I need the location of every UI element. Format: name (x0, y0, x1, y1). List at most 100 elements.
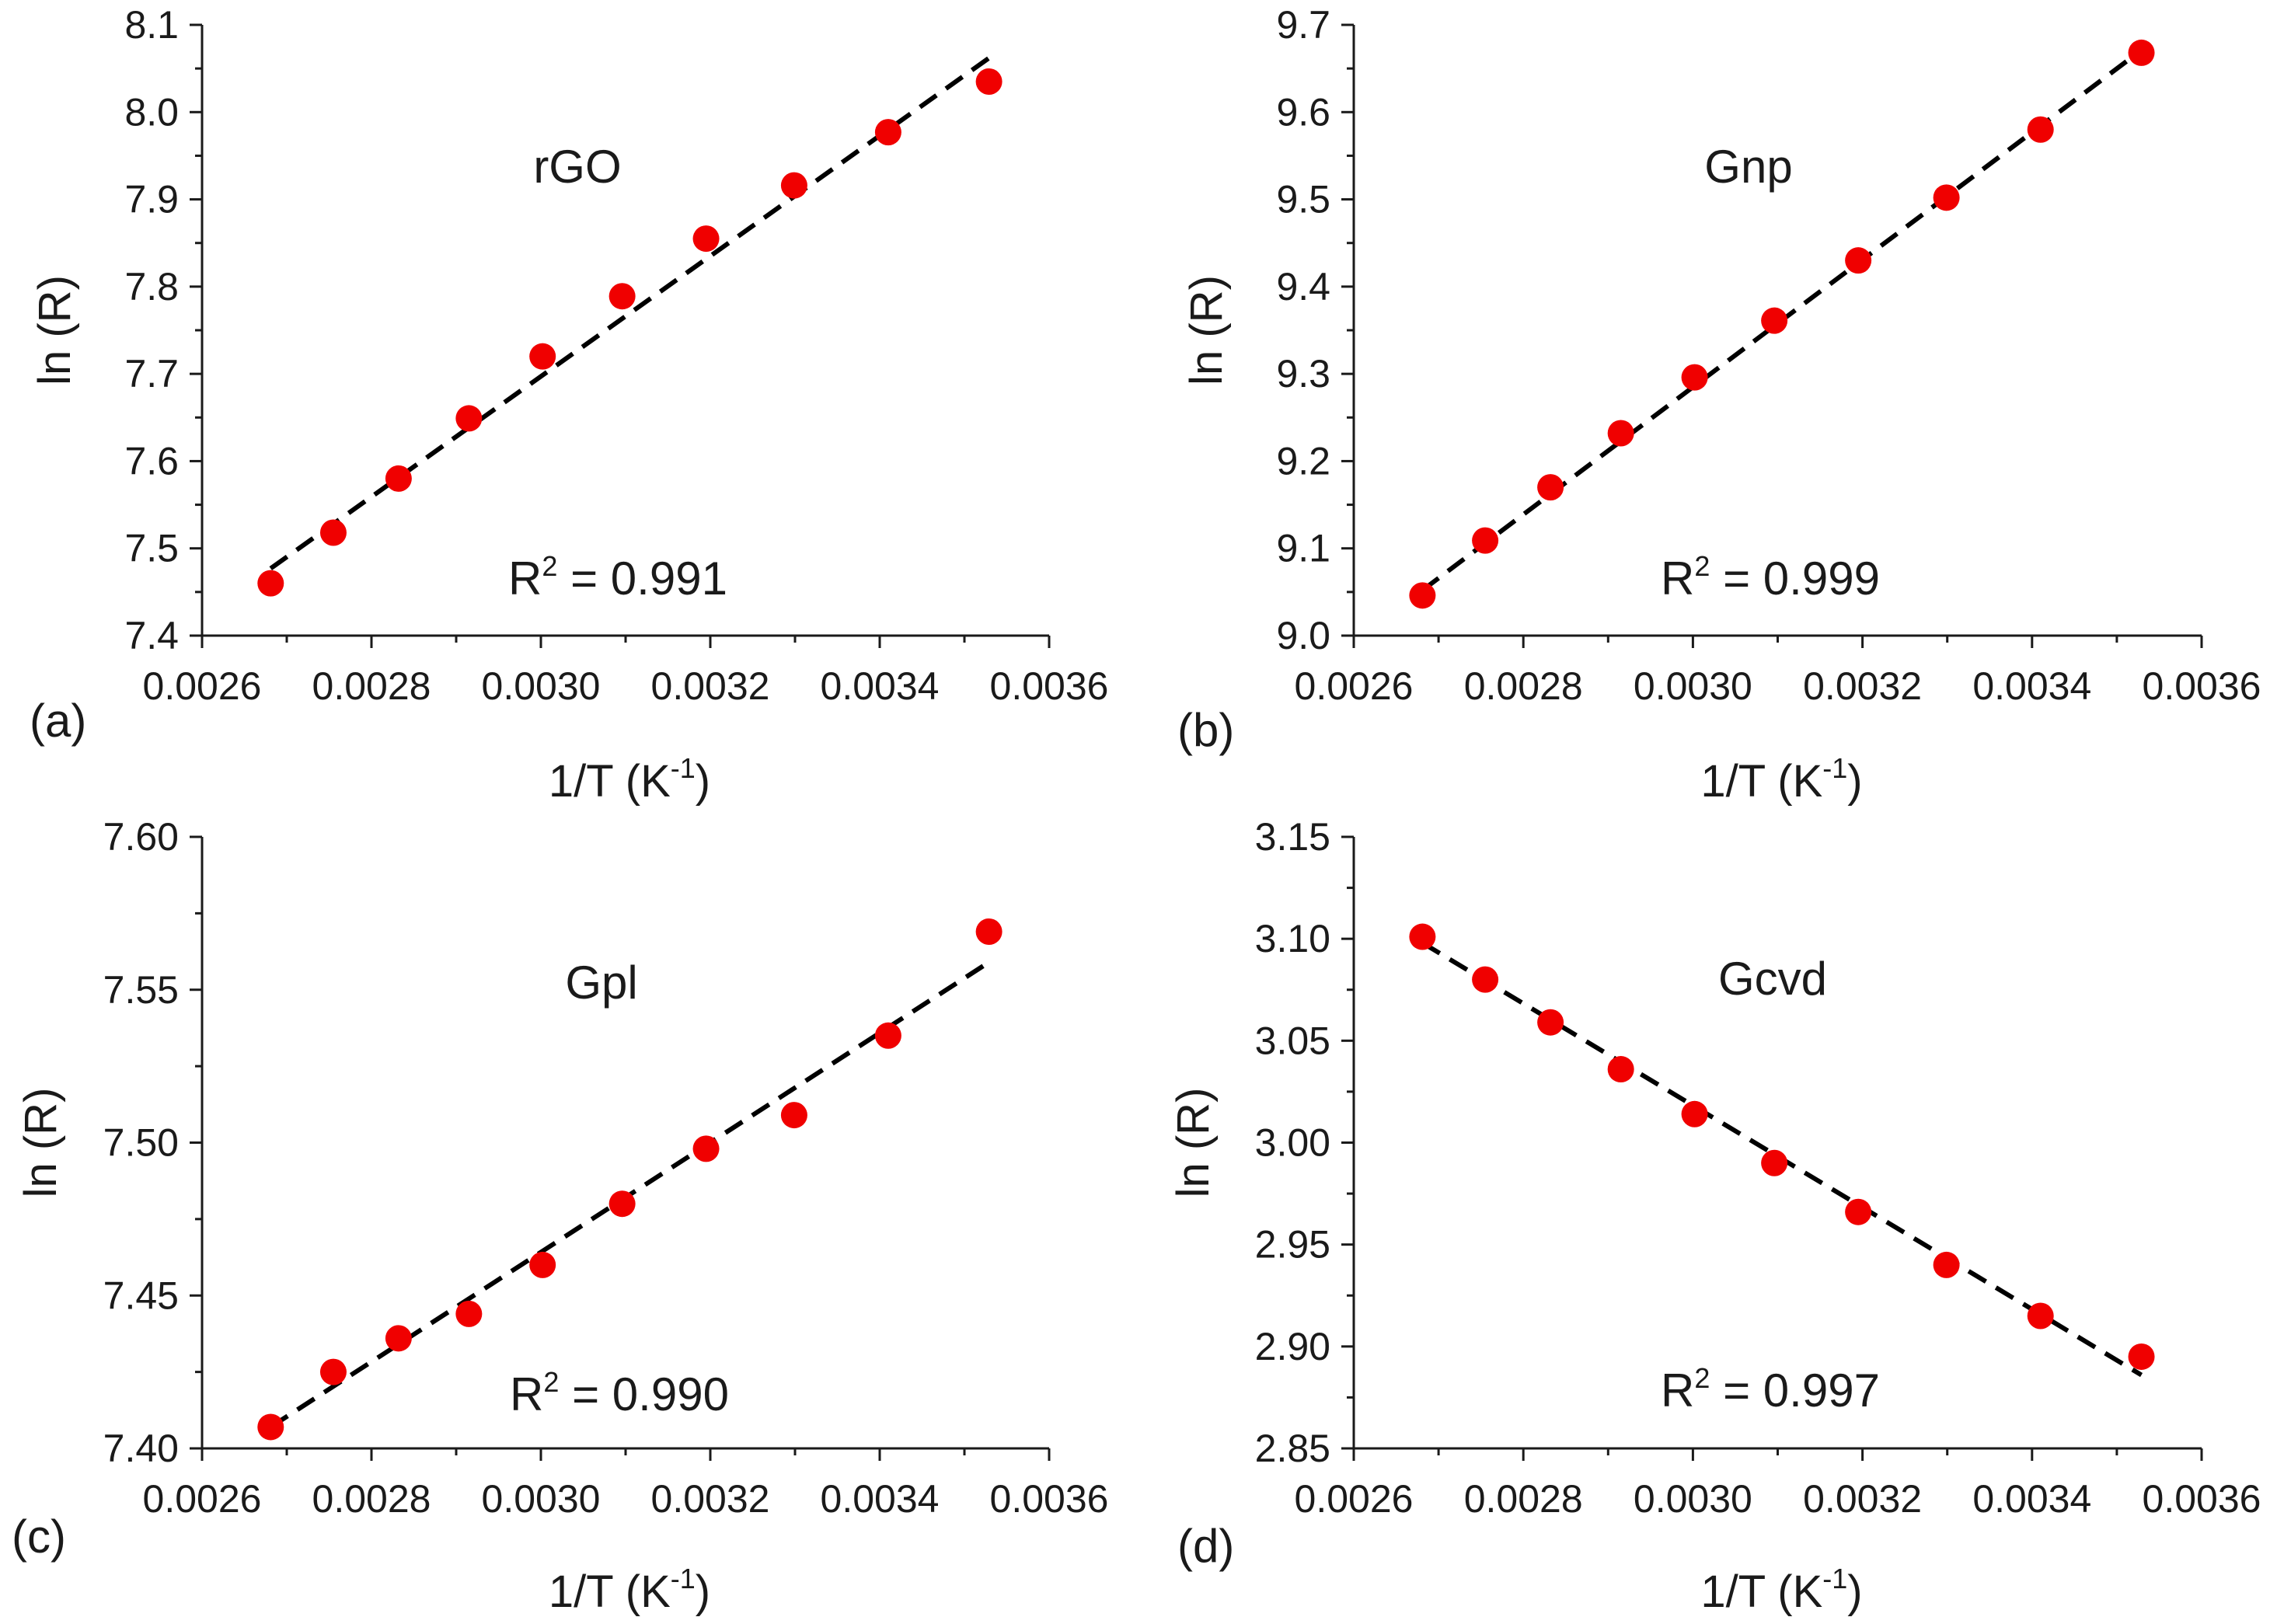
data-point (975, 918, 1003, 945)
data-point (874, 119, 901, 146)
x-tick-label: 0.0036 (990, 1477, 1109, 1521)
y-axis-title: ln (R) (30, 275, 80, 385)
x-tick-label: 0.0030 (482, 664, 601, 708)
data-point (2128, 1343, 2155, 1370)
data-point (1845, 247, 1872, 274)
data-point (257, 1413, 284, 1441)
y-tick-label: 9.3 (1276, 352, 1330, 396)
x-tick-label: 0.0036 (2143, 1477, 2261, 1521)
x-tick-label: 0.0026 (143, 1477, 262, 1521)
x-tick-label: 0.0034 (821, 1477, 940, 1521)
y-tick-label: 7.60 (103, 815, 179, 859)
data-point (455, 1300, 483, 1327)
data-point (1845, 1198, 1872, 1225)
y-tick-label: 7.40 (103, 1427, 179, 1470)
data-point (1409, 923, 1436, 950)
x-axis-title: 1/T (K-1) (1700, 752, 1862, 807)
data-point (1607, 420, 1634, 447)
data-point (1933, 1251, 1960, 1278)
x-tick-label: 0.0028 (312, 664, 431, 708)
sample-label: Gnp (1704, 141, 1792, 193)
data-point (529, 343, 556, 370)
x-tick-label: 0.0036 (2143, 664, 2261, 708)
y-axis-title: ln (R) (1168, 1088, 1219, 1198)
y-tick-label: 3.15 (1255, 815, 1330, 859)
x-tick-label: 0.0026 (1295, 1477, 1414, 1521)
panel-b: 0.0026 0.0028 0.0030 0.0032 0.0034 0.0036 9.0 9… (1177, 3, 2261, 807)
data-point (1761, 1149, 1788, 1176)
x-tick-label: 0.0030 (1634, 1477, 1752, 1521)
data-point (2027, 1302, 2054, 1330)
x-tick-label: 0.0034 (821, 664, 940, 708)
data-point (1472, 966, 1499, 993)
y-tick-label: 2.95 (1255, 1223, 1330, 1267)
data-point (1537, 474, 1564, 501)
x-tick-label: 0.0028 (312, 1477, 431, 1521)
data-point (1472, 527, 1499, 554)
y-tick-label: 3.00 (1255, 1121, 1330, 1165)
data-point (2128, 39, 2155, 66)
data-point (780, 172, 807, 199)
y-tick-label: 7.45 (103, 1274, 179, 1317)
panel-label: (c) (12, 1511, 66, 1563)
y-tick-label: 7.6 (124, 439, 179, 483)
y-tick-label: 9.0 (1276, 614, 1330, 657)
data-point (1409, 582, 1436, 609)
r-squared-label: R2 = 0.997 (1661, 1362, 1880, 1417)
y-tick-label: 3.05 (1255, 1019, 1330, 1062)
x-tick-label: 0.0032 (1803, 664, 1922, 708)
y-tick-label: 9.4 (1276, 265, 1330, 308)
panel-label: (d) (1177, 1520, 1234, 1572)
data-point (608, 1190, 636, 1218)
y-tick-label: 7.50 (103, 1121, 179, 1165)
y-tick-label: 9.1 (1276, 527, 1330, 570)
x-tick-label: 0.0032 (651, 664, 770, 708)
r-squared-label: R2 = 0.991 (508, 550, 727, 605)
y-tick-label: 2.90 (1255, 1325, 1330, 1368)
data-point (385, 1325, 412, 1352)
data-point (975, 68, 1003, 95)
panel-c: 0.0026 0.0028 0.0030 0.0032 0.0034 0.0036 7.40… (12, 815, 1108, 1617)
x-tick-label: 0.0026 (1295, 664, 1414, 708)
y-tick-label: 7.9 (124, 178, 179, 221)
y-tick-label: 8.0 (124, 90, 179, 134)
x-tick-label: 0.0032 (1803, 1477, 1922, 1521)
panel-label: (a) (30, 695, 86, 747)
sample-label: rGO (533, 141, 621, 193)
data-point (608, 283, 636, 310)
y-tick-label: 7.55 (103, 968, 179, 1012)
x-tick-label: 0.0034 (1972, 1477, 2091, 1521)
data-point (319, 519, 347, 546)
y-tick-label: 3.10 (1255, 917, 1330, 960)
y-axis-title: ln (R) (1181, 275, 1232, 385)
x-tick-label: 0.0032 (651, 1477, 770, 1521)
y-tick-label: 7.5 (124, 527, 179, 570)
y-tick-label: 7.7 (124, 352, 179, 396)
x-tick-label: 0.0028 (1464, 664, 1583, 708)
panel-a: 0.0026 0.0028 0.0030 0.0032 0.0034 0.0036 7.4 7… (30, 3, 1108, 807)
data-point (319, 1358, 347, 1385)
r-squared-label: R2 = 0.999 (1661, 550, 1880, 605)
data-point (2027, 116, 2054, 143)
x-tick-label: 0.0026 (143, 664, 262, 708)
y-tick-label: 9.7 (1276, 3, 1330, 47)
y-tick-label: 9.5 (1276, 178, 1330, 221)
x-tick-label: 0.0028 (1464, 1477, 1583, 1521)
x-axis-title: 1/T (K-1) (549, 752, 710, 807)
y-tick-label: 7.8 (124, 265, 179, 308)
x-axis-title: 1/T (K-1) (549, 1563, 710, 1617)
panel-label: (b) (1177, 704, 1234, 756)
sample-label: Gcvd (1718, 953, 1827, 1005)
data-point (1761, 307, 1788, 334)
y-tick-label: 8.1 (124, 3, 179, 47)
x-tick-label: 0.0036 (990, 664, 1109, 708)
r-squared-label: R2 = 0.990 (510, 1366, 729, 1420)
data-point (780, 1102, 807, 1129)
data-point (874, 1022, 901, 1049)
data-point (1537, 1009, 1564, 1036)
data-point (1933, 184, 1960, 211)
data-point (692, 1135, 720, 1162)
y-axis-title: ln (R) (16, 1088, 66, 1198)
data-point (257, 570, 284, 597)
